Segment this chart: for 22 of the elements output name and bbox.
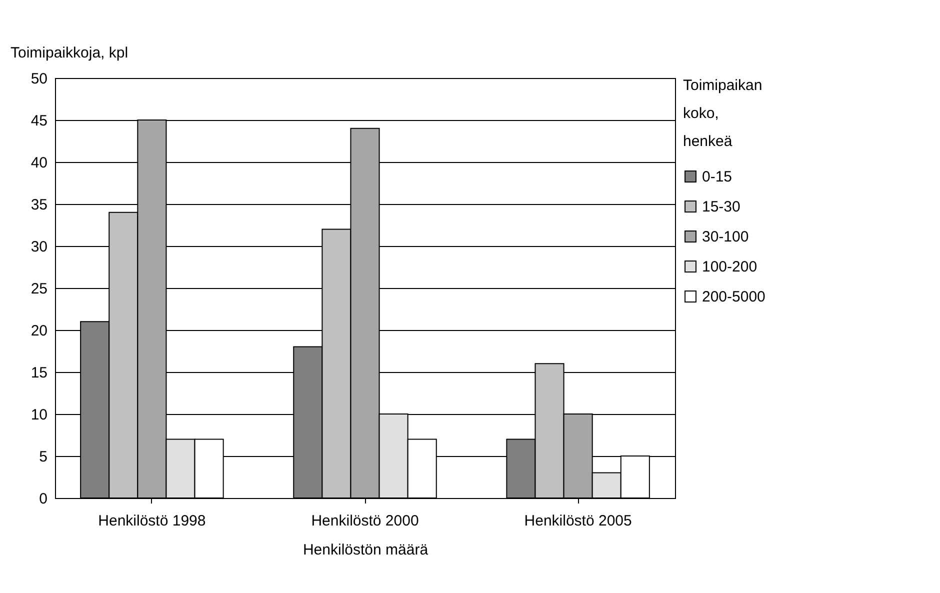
y-tick-label: 30 — [30, 238, 48, 256]
legend-label: 15-30 — [702, 198, 740, 216]
y-tick-label: 15 — [30, 364, 48, 382]
x-tick-label: Henkilöstö 1998 — [98, 512, 206, 530]
y-tick-label: 10 — [30, 406, 48, 424]
y-tick-label: 25 — [30, 280, 48, 298]
legend-title: Toimipaikan koko, henkeä — [683, 77, 762, 150]
legend-label: 30-100 — [702, 228, 749, 246]
y-tick-label: 45 — [30, 112, 48, 130]
y-tick-label: 0 — [39, 490, 48, 508]
legend-label: 200-5000 — [702, 288, 766, 306]
y-axis-title: Toimipaikkoja, kpl — [10, 44, 128, 62]
y-tick-label: 50 — [30, 70, 48, 88]
legend-label: 0-15 — [702, 168, 732, 186]
y-tick-label: 5 — [39, 448, 48, 466]
x-axis-title: Henkilöstön määrä — [302, 542, 429, 558]
y-tick-label: 35 — [30, 196, 48, 214]
x-tick-label: Henkilöstö 2000 — [311, 512, 419, 530]
y-tick-label: 40 — [30, 154, 48, 172]
x-tick-label: Henkilöstö 2005 — [524, 512, 632, 530]
y-tick-label: 20 — [30, 322, 48, 340]
legend-label: 100-200 — [702, 258, 758, 276]
